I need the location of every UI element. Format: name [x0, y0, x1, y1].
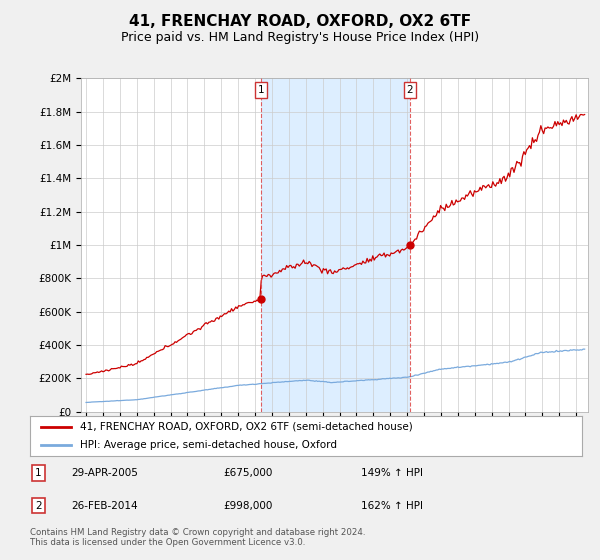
Text: 1: 1	[35, 468, 41, 478]
Text: 149% ↑ HPI: 149% ↑ HPI	[361, 468, 423, 478]
Text: 41, FRENCHAY ROAD, OXFORD, OX2 6TF: 41, FRENCHAY ROAD, OXFORD, OX2 6TF	[129, 14, 471, 29]
Text: 41, FRENCHAY ROAD, OXFORD, OX2 6TF (semi-detached house): 41, FRENCHAY ROAD, OXFORD, OX2 6TF (semi…	[80, 422, 412, 432]
Text: Price paid vs. HM Land Registry's House Price Index (HPI): Price paid vs. HM Land Registry's House …	[121, 31, 479, 44]
Text: £675,000: £675,000	[223, 468, 272, 478]
Text: 1: 1	[257, 85, 264, 95]
Text: 2: 2	[35, 501, 41, 511]
Text: £998,000: £998,000	[223, 501, 272, 511]
Text: 26-FEB-2014: 26-FEB-2014	[71, 501, 138, 511]
Text: 2: 2	[407, 85, 413, 95]
Text: 162% ↑ HPI: 162% ↑ HPI	[361, 501, 423, 511]
Text: HPI: Average price, semi-detached house, Oxford: HPI: Average price, semi-detached house,…	[80, 440, 337, 450]
Text: Contains HM Land Registry data © Crown copyright and database right 2024.
This d: Contains HM Land Registry data © Crown c…	[30, 528, 365, 547]
Text: 29-APR-2005: 29-APR-2005	[71, 468, 138, 478]
Bar	[260, 78, 410, 412]
